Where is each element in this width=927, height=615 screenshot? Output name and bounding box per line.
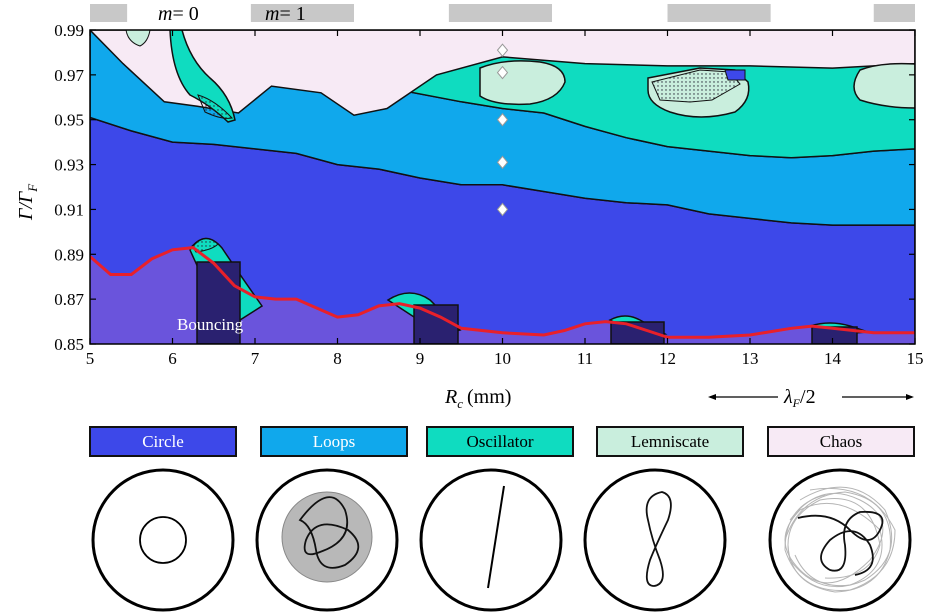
circle-patch-12: [724, 69, 746, 81]
legend-item-chaos: Chaos: [767, 426, 915, 457]
y-tick-label: 0.97: [54, 66, 84, 85]
bouncing-label: Bouncing: [177, 315, 244, 334]
y-tick-label: 0.87: [54, 290, 84, 309]
y-tick-label: 0.85: [54, 335, 84, 354]
marker-point: [496, 112, 509, 127]
y-tick-label: 0.91: [54, 200, 84, 219]
x-tick-label: 8: [333, 349, 342, 368]
dotted-patch-5: [125, 30, 151, 47]
dotted-patch-6: [197, 94, 233, 119]
lemniscate-island-12-dots: [651, 69, 741, 103]
marker-point: [496, 43, 509, 57]
lemniscate-trajectory-panel: [583, 468, 727, 612]
trajectory-panels: [91, 468, 912, 612]
marker-point: [496, 202, 509, 217]
circle-trajectory-panel: [91, 468, 235, 612]
x-tick-label: 13: [742, 349, 759, 368]
y-axis-ticks: 0.85 0.87 0.89 0.91 0.93 0.95 0.97 0.99: [54, 21, 915, 354]
y-tick-label: 0.99: [54, 21, 84, 40]
y-axis-label: Γ/ΓF: [15, 183, 40, 221]
legend-swatch: [426, 426, 574, 457]
x-tick-label: 11: [577, 349, 593, 368]
legend-label: Loops: [313, 432, 356, 451]
threshold-line: [90, 246, 915, 339]
mode-bar: [90, 4, 128, 22]
legend-item-lemniscate: Lemniscate: [596, 426, 744, 457]
x-tick-label: 12: [659, 349, 676, 368]
legend-swatch: [260, 426, 408, 457]
legend-label: Chaos: [820, 432, 863, 451]
tongue-6-5-dots: [191, 238, 219, 253]
legend: Circle Loops Oscillator Lemniscate Chaos: [89, 426, 915, 457]
x-tick-label: 15: [907, 349, 924, 368]
legend-label: Oscillator: [466, 432, 533, 451]
dark-bar-9: [413, 304, 459, 344]
y-tick-label: 0.89: [54, 245, 84, 264]
chaos-trajectory-panel: [768, 468, 912, 612]
x-axis-ticks: 5 6 7 8 9 10 11 12 13 14 15: [86, 30, 924, 368]
x-tick-label: 6: [168, 349, 177, 368]
x-tick-label: 10: [494, 349, 511, 368]
dark-bar-11-5: [610, 321, 665, 344]
legend-label: Circle: [142, 432, 184, 451]
marker-point: [496, 155, 509, 170]
legend-item-circle: Circle: [89, 426, 237, 457]
mode-bar: [667, 4, 771, 22]
x-tick-label: 14: [824, 349, 842, 368]
wavelength-annotation: λF/2: [708, 386, 914, 410]
lambda-label: λF/2: [783, 386, 816, 410]
oscillator-trajectory-panel: [419, 468, 563, 612]
loops-trajectory-panel: [255, 468, 399, 612]
y-tick-label: 0.93: [54, 156, 84, 175]
legend-item-oscillator: Oscillator: [426, 426, 574, 457]
legend-label: Lemniscate: [631, 432, 709, 451]
mode-bar: [873, 4, 915, 22]
mode-bar: [250, 4, 354, 22]
diamond-markers: [496, 43, 509, 217]
dark-bar-14: [811, 326, 858, 344]
legend-item-loops: Loops: [260, 426, 408, 457]
x-axis-label: Rc (mm): [444, 386, 511, 411]
mode-bars: [90, 4, 915, 22]
bouncing-region: [90, 247, 915, 344]
phase-regions: [90, 30, 915, 344]
x-tick-label: 5: [86, 349, 95, 368]
legend-swatch: [596, 426, 744, 457]
legend-swatch: [767, 426, 915, 457]
x-tick-label: 7: [251, 349, 260, 368]
mode-bar: [448, 4, 552, 22]
mode-0-label: m= 0: [158, 3, 199, 25]
x-tick-label: 9: [416, 349, 425, 368]
marker-point: [496, 65, 509, 80]
chaos-region: [90, 30, 915, 116]
oscillator-tongue-6: [169, 30, 236, 123]
mode-1-label: m= 1: [265, 3, 306, 25]
lemniscate-island-15: [853, 62, 915, 109]
dark-bar-6-5: [196, 261, 241, 344]
legend-swatch: [89, 426, 237, 457]
y-tick-label: 0.95: [54, 111, 84, 130]
